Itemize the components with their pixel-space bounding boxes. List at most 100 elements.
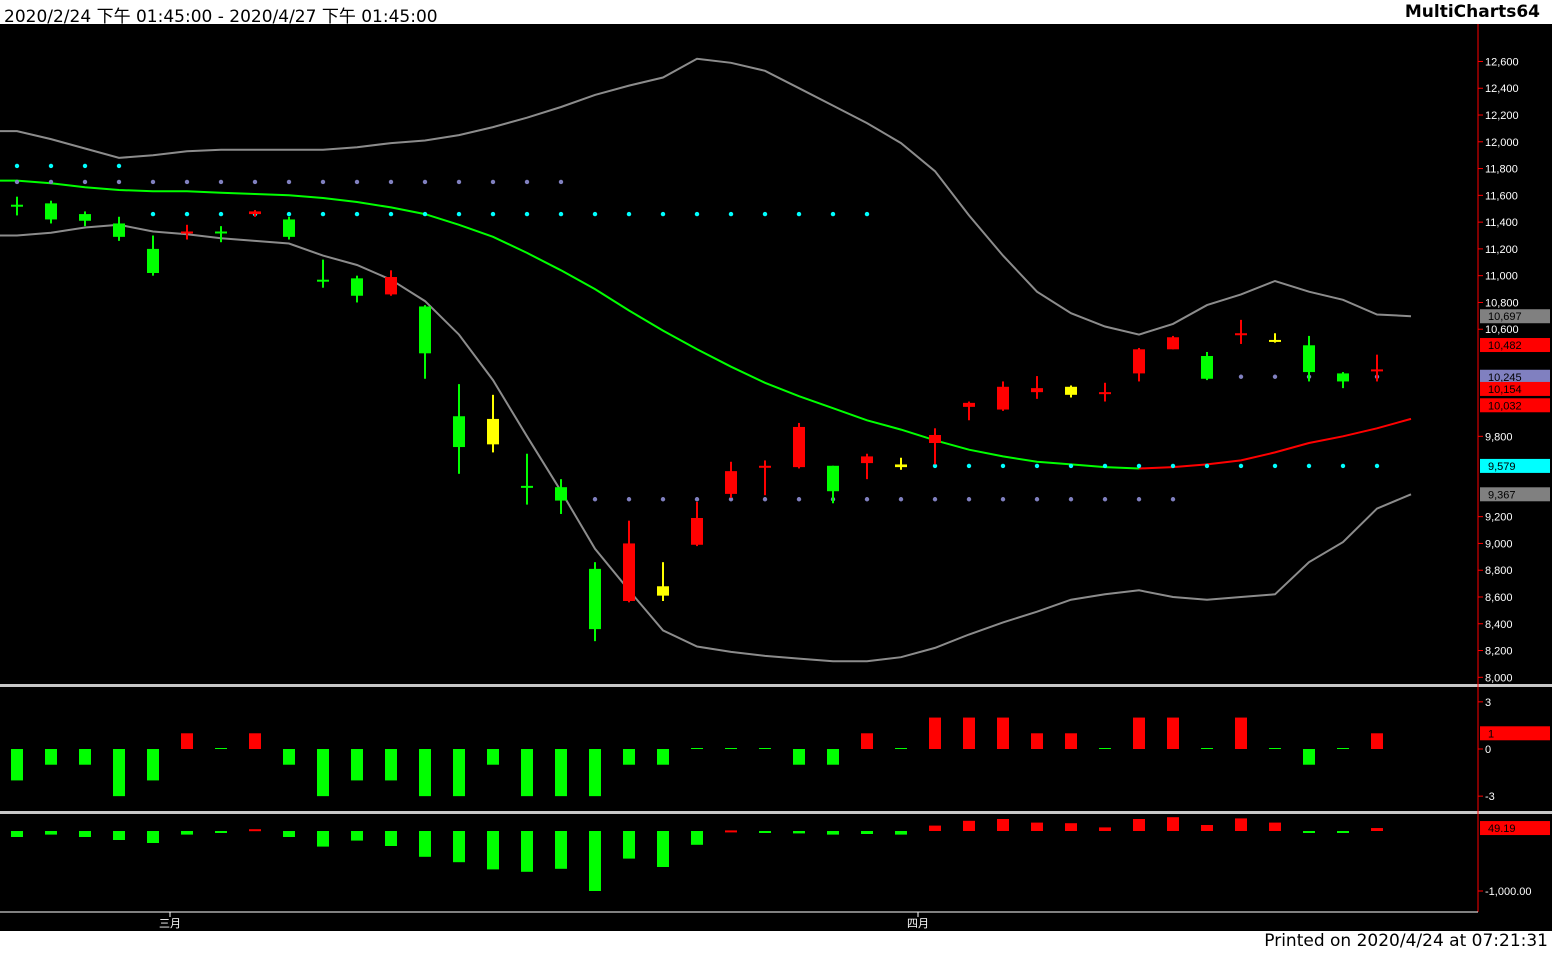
purple-dot [524, 179, 530, 185]
printed-timestamp: Printed on 2020/4/24 at 07:21:31 [1264, 931, 1548, 951]
candle-body [1303, 345, 1315, 373]
cyan-dot [422, 211, 428, 217]
cyan-dot [286, 211, 292, 217]
histogram-bar [793, 749, 805, 765]
cyan-dot [864, 211, 870, 217]
cyan-dot [456, 211, 462, 217]
purple-dot [796, 497, 802, 502]
value-label: 1 [1488, 728, 1494, 740]
candle-body [929, 434, 941, 444]
purple-dot [422, 179, 428, 185]
histogram-bar [181, 831, 193, 835]
date-range-label: 2020/2/24 下午 01:45:00 - 2020/4/27 下午 01:… [4, 7, 438, 27]
candle-body [589, 568, 601, 630]
price-label-box [1480, 381, 1550, 396]
histogram-pane-1[interactable] [11, 717, 1383, 797]
purple-dot [1272, 374, 1278, 379]
histogram-bar [351, 831, 363, 841]
histogram-pane-2[interactable] [11, 817, 1383, 891]
histogram-bar [1031, 822, 1043, 831]
candle-body [1167, 337, 1179, 350]
purple-dot [1034, 497, 1040, 502]
histogram-bar [79, 749, 91, 765]
candle-body [385, 277, 397, 295]
candle-body [147, 248, 159, 273]
axes-layer: 12,600 12,400 12,200 12,000 11,800 11,600 11,4… [0, 24, 1552, 930]
histogram-bar [997, 819, 1009, 831]
cyan-dot [1170, 463, 1176, 469]
histogram-bar [555, 831, 567, 869]
histogram-bar [657, 831, 669, 867]
histogram-bar [1337, 748, 1349, 749]
candle-body [1065, 386, 1077, 395]
chart-background [0, 24, 1552, 931]
candle-body [725, 471, 737, 494]
purple-dot [1136, 497, 1142, 502]
histogram-bar [317, 831, 329, 847]
histogram-bar [249, 829, 261, 832]
histogram-bar [963, 717, 975, 749]
candle-body [793, 426, 805, 468]
purple-dot [626, 497, 632, 502]
y-tick-label: -3 [1485, 791, 1495, 803]
histogram-bar [249, 733, 261, 749]
candle-body [487, 418, 499, 445]
purple-dot [456, 179, 462, 185]
purple-dot [966, 497, 972, 502]
histogram-bar [1303, 749, 1315, 765]
price-label-box [1480, 398, 1550, 413]
y-tick-label: -1,000.00 [1485, 886, 1531, 898]
histogram-bar [1371, 828, 1383, 831]
x-tick-label: 三月 [159, 918, 181, 930]
pane-separator [0, 684, 1552, 687]
price-pane[interactable] [0, 57, 1412, 663]
cyan-dot [48, 163, 54, 169]
cyan-dot [728, 211, 734, 217]
histogram-bar [521, 749, 533, 797]
candle-body [419, 306, 431, 354]
y-tick-label: 11,400 [1485, 217, 1518, 229]
candle-body [691, 517, 703, 545]
cyan-dot [1068, 463, 1074, 469]
cyan-dot [1204, 463, 1210, 469]
price-label-box [1480, 458, 1550, 473]
candle-body [1133, 349, 1145, 374]
histogram-bar [1235, 717, 1247, 749]
histogram-bar [1065, 823, 1077, 831]
x-tick-label: 四月 [907, 918, 929, 930]
cyan-dot [1374, 463, 1380, 469]
purple-dot [218, 179, 224, 185]
purple-dot [490, 179, 496, 185]
candle-body [827, 465, 839, 492]
chart-canvas[interactable]: 12,600 12,400 12,200 12,000 11,800 11,600 11,4… [0, 24, 1552, 931]
purple-dot [1102, 497, 1108, 502]
cyan-dot [14, 163, 20, 169]
y-tick-label: 12,600 [1485, 56, 1519, 68]
purple-dot [14, 179, 20, 185]
histogram-bar [827, 749, 839, 765]
histogram-bar [725, 748, 737, 749]
cyan-dot [320, 211, 326, 217]
candle-body [1099, 392, 1111, 395]
histogram-bar [453, 831, 465, 863]
purple-dot [660, 497, 666, 502]
y-tick-label: 11,600 [1485, 190, 1518, 202]
middle-band-line-up [0, 179, 1140, 470]
value-label-box [1480, 726, 1550, 741]
purple-dot [116, 179, 122, 185]
cyan-dot [558, 211, 564, 217]
value-label-box [1480, 821, 1550, 836]
y-tick-label: 8,200 [1485, 646, 1513, 658]
histogram-bar [487, 749, 499, 765]
histogram-bar [419, 749, 431, 797]
purple-dot [864, 497, 870, 502]
histogram-bar [11, 831, 23, 837]
y-tick-label: 8,000 [1485, 672, 1513, 684]
purple-dot [1068, 497, 1074, 502]
candle-body [1201, 356, 1213, 379]
candle-body [79, 214, 91, 221]
histogram-bar [147, 831, 159, 843]
candle-body [215, 231, 227, 234]
cyan-dot [592, 211, 598, 217]
y-tick-label: 11,800 [1485, 164, 1518, 176]
